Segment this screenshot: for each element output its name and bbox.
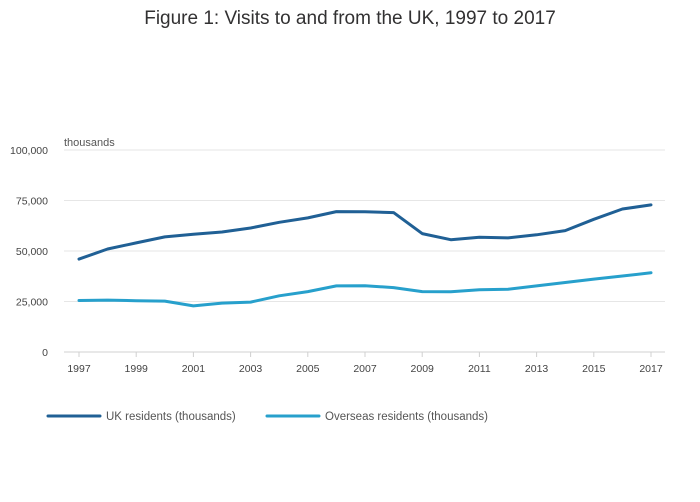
- y-tick-label: 75,000: [16, 196, 48, 208]
- data-point: [364, 284, 367, 287]
- x-tick-label: 2003: [239, 363, 263, 375]
- data-point: [392, 286, 395, 289]
- data-point: [592, 278, 595, 281]
- data-point: [592, 218, 595, 221]
- series-lines: [77, 203, 653, 308]
- x-tick-label: 2009: [411, 363, 435, 375]
- data-point: [106, 247, 109, 250]
- data-point: [421, 290, 424, 293]
- data-point: [278, 294, 281, 297]
- x-tick-label: 2005: [296, 363, 320, 375]
- data-point: [135, 299, 138, 302]
- data-point: [163, 300, 166, 303]
- data-point: [449, 238, 452, 241]
- x-tick-label: 2001: [182, 363, 206, 375]
- data-point: [478, 236, 481, 239]
- series-line-overseas-residents: [77, 271, 653, 308]
- data-point: [106, 299, 109, 302]
- x-tick-label: 1997: [67, 363, 91, 375]
- data-point: [392, 211, 395, 214]
- data-point: [192, 304, 195, 307]
- data-point: [621, 275, 624, 278]
- chart-title: Figure 1: Visits to and from the UK, 199…: [144, 8, 556, 29]
- data-point: [335, 210, 338, 213]
- legend-label: UK residents (thousands): [106, 411, 236, 423]
- data-point: [335, 284, 338, 287]
- data-point: [621, 207, 624, 210]
- data-point: [564, 229, 567, 232]
- data-point: [192, 233, 195, 236]
- legend: UK residents (thousands) Overseas residen…: [46, 411, 488, 423]
- y-unit-label: thousands: [64, 137, 115, 149]
- data-point: [221, 231, 224, 234]
- data-point: [278, 221, 281, 224]
- x-tick-label: 1999: [125, 363, 149, 375]
- data-point: [306, 216, 309, 219]
- gridlines: [64, 149, 665, 302]
- data-point: [135, 241, 138, 244]
- data-point: [564, 281, 567, 284]
- data-point: [249, 226, 252, 229]
- y-tick-label: 25,000: [16, 297, 48, 309]
- data-point: [306, 290, 309, 293]
- data-point: [78, 299, 81, 302]
- data-point: [364, 210, 367, 213]
- series-line-uk-residents: [77, 203, 653, 261]
- data-point: [650, 203, 653, 206]
- x-tick-label: 2011: [468, 363, 491, 375]
- data-point: [478, 288, 481, 291]
- data-point: [507, 288, 510, 291]
- data-point: [78, 258, 81, 261]
- x-tick-label: 2017: [639, 363, 663, 375]
- x-tick-label: 2015: [582, 363, 606, 375]
- y-tick-label: 0: [42, 347, 48, 359]
- data-point: [163, 235, 166, 238]
- data-point: [507, 236, 510, 239]
- data-point: [449, 290, 452, 293]
- axes: 0 25,000 50,000 75,000 100,000 1997 1999 2001 20…: [10, 145, 665, 375]
- data-point: [535, 284, 538, 287]
- data-point: [249, 301, 252, 304]
- legend-label: Overseas residents (thousands): [325, 411, 488, 423]
- x-tick-label: 2013: [525, 363, 549, 375]
- data-point: [421, 232, 424, 235]
- data-point: [650, 271, 653, 274]
- x-tick-label: 2007: [353, 363, 377, 375]
- data-point: [535, 233, 538, 236]
- y-tick-label: 100,000: [10, 145, 48, 157]
- data-point: [221, 302, 224, 305]
- y-tick-label: 50,000: [16, 246, 48, 258]
